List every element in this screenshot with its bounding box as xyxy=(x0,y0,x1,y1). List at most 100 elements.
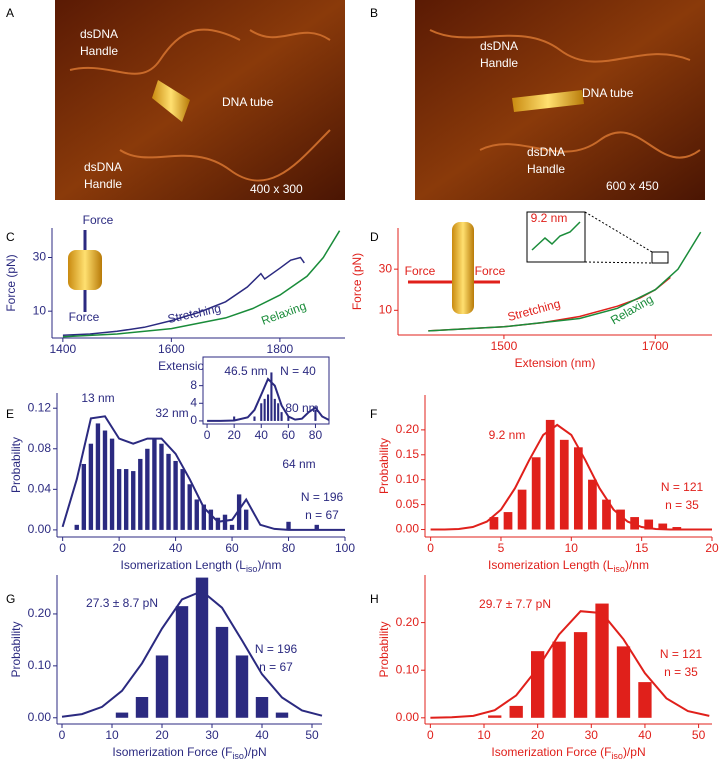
histogram-bar xyxy=(173,460,178,530)
x-tick-label: 40 xyxy=(255,428,269,442)
y-tick-label: 0.04 xyxy=(28,482,52,496)
panel-letter: F xyxy=(370,407,377,421)
annotation: Force xyxy=(83,213,114,227)
series-label: Relaxing xyxy=(259,299,308,328)
histogram-bar xyxy=(602,499,611,530)
x-tick-label: 100 xyxy=(335,541,355,555)
zoom-trace xyxy=(531,221,581,251)
x-axis-label-part: Isomerization Force (F xyxy=(491,745,611,759)
x-axis-label-subscript: iso xyxy=(611,751,623,761)
histogram-bar xyxy=(187,484,192,530)
panel-letter: B xyxy=(370,6,378,20)
x-axis-label-subscript: iso xyxy=(232,751,244,761)
x-tick-label: 50 xyxy=(305,728,319,742)
histogram-bar xyxy=(616,646,631,718)
y-tick-label: 30 xyxy=(379,261,393,275)
annotation: 80 nm xyxy=(285,401,318,415)
x-axis-label-part: )/pN xyxy=(244,745,267,759)
histogram-bar xyxy=(545,419,555,530)
histogram-bar xyxy=(208,509,214,530)
histogram-bar xyxy=(672,527,682,530)
x-tick-label: 80 xyxy=(282,541,296,555)
histogram-bar xyxy=(166,453,171,530)
x-tick-label: 20 xyxy=(705,541,719,555)
histogram-bar xyxy=(81,463,87,530)
dna-tube xyxy=(512,90,584,112)
y-tick-label: 0.05 xyxy=(396,497,420,511)
zoom-box xyxy=(526,211,586,263)
histogram-bar xyxy=(116,469,122,530)
annotation: N = 196 xyxy=(255,642,298,656)
histogram-bar xyxy=(180,469,185,530)
panel-letter: D xyxy=(370,230,379,244)
x-tick-label: 0 xyxy=(427,541,434,555)
histogram-bar xyxy=(115,712,129,718)
histogram-bar xyxy=(131,471,136,530)
tube-sketch xyxy=(452,222,474,314)
histogram-bar xyxy=(233,416,236,421)
tube-sketch xyxy=(68,250,102,290)
series-label: Stretching xyxy=(506,296,562,324)
fit-curve xyxy=(207,377,330,422)
y-tick-label: 0.00 xyxy=(396,710,420,724)
y-axis-label: Force (pN) xyxy=(350,253,364,310)
histogram-bar xyxy=(488,715,502,718)
histogram-bar xyxy=(95,423,101,530)
annotation: Force xyxy=(69,310,100,324)
x-axis-label-subscript: iso xyxy=(613,564,625,574)
histogram-bar xyxy=(215,626,229,718)
histogram-bar xyxy=(314,524,319,530)
x-tick-label: 50 xyxy=(692,728,706,742)
y-tick-label: 0.00 xyxy=(28,522,52,536)
histogram-bar xyxy=(243,509,249,530)
x-tick-label: 10 xyxy=(477,728,491,742)
annotation: n = 35 xyxy=(665,498,699,512)
panel-letter: A xyxy=(6,6,14,20)
histogram-bar xyxy=(314,409,317,421)
histogram-bar xyxy=(509,705,523,718)
histogram-bar xyxy=(638,682,652,718)
histogram-bar xyxy=(138,458,143,530)
x-tick-label: 40 xyxy=(638,728,652,742)
histogram-bar xyxy=(595,603,609,718)
x-tick-label: 20 xyxy=(155,728,169,742)
image-label: Handle xyxy=(84,177,122,191)
histogram-bar xyxy=(503,512,513,530)
x-axis-label: Isomerization Force (Fiso)/pN xyxy=(491,745,645,761)
annotation: 46.5 nm xyxy=(224,364,267,378)
x-tick-label: 5 xyxy=(498,541,505,555)
x-tick-label: 1400 xyxy=(50,342,77,356)
panel-letter: C xyxy=(6,230,15,244)
y-tick-label: 0.15 xyxy=(396,447,420,461)
histogram-bar xyxy=(102,430,108,530)
y-tick-label: 8 xyxy=(190,378,197,392)
series-label: Stretching xyxy=(166,301,222,326)
histogram-bar xyxy=(123,469,129,530)
y-axis-label: Probability xyxy=(377,621,391,677)
annotation: 9.2 nm xyxy=(489,428,526,442)
y-tick-label: 0.00 xyxy=(28,710,52,724)
fit-curve xyxy=(430,610,710,719)
histogram-bar xyxy=(644,519,654,530)
fit-curve xyxy=(61,415,345,531)
x-tick-label: 0 xyxy=(59,541,66,555)
histogram-bar xyxy=(275,712,289,718)
histogram-bar xyxy=(277,403,280,421)
histogram-bar xyxy=(266,394,270,421)
zoom-region xyxy=(651,251,669,264)
x-axis-label-part: Isomerization Length (L xyxy=(488,558,614,572)
x-tick-label: 60 xyxy=(225,541,239,555)
histogram-bar xyxy=(263,398,266,421)
y-axis-label: Probability xyxy=(9,621,23,677)
image-label: dsDNA xyxy=(80,27,118,41)
histogram-bar xyxy=(270,372,273,421)
histogram-bar xyxy=(236,494,242,530)
annotation: N = 121 xyxy=(661,480,704,494)
histogram-bar xyxy=(489,517,499,530)
annotation: 13 nm xyxy=(81,391,114,405)
y-tick-label: 0.10 xyxy=(396,472,420,486)
panel-letter: H xyxy=(370,592,379,606)
histogram-bar xyxy=(552,641,566,718)
force-curve xyxy=(62,256,305,337)
